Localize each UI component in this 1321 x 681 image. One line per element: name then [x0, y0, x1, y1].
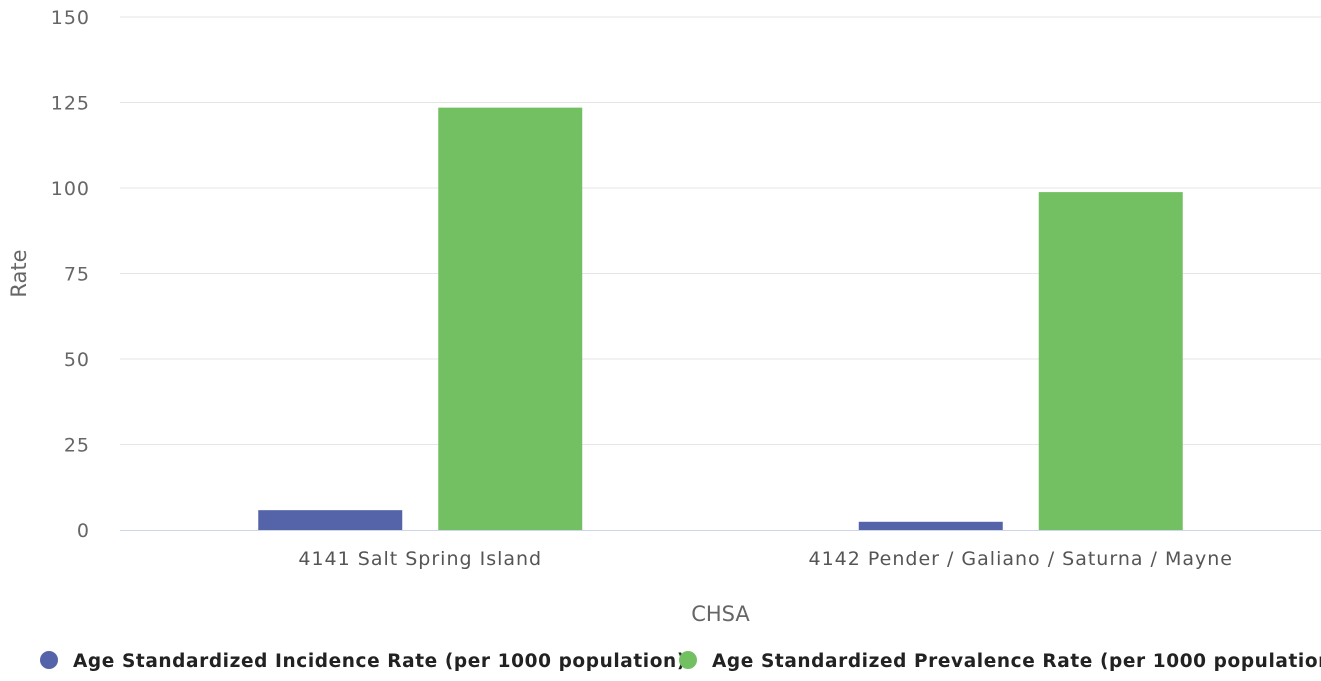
legend-symbol: [40, 651, 58, 669]
x-category-label: 4142 Pender / Galiano / Saturna / Mayne: [808, 548, 1233, 570]
y-axis-title: Rate: [7, 249, 31, 297]
y-tick-label: 125: [51, 93, 90, 115]
legend-item-prevalence[interactable]: Age Standardized Prevalence Rate (per 10…: [679, 651, 1321, 672]
legend: Age Standardized Incidence Rate (per 100…: [40, 651, 1321, 672]
bars: [258, 107, 1183, 530]
legend-label: Age Standardized Incidence Rate (per 100…: [73, 651, 686, 672]
y-tick-label: 50: [64, 349, 90, 371]
bar-prevalence-1[interactable]: [1038, 192, 1183, 530]
bar-incidence-0[interactable]: [258, 510, 403, 530]
legend-item-incidence[interactable]: Age Standardized Incidence Rate (per 100…: [40, 651, 686, 672]
bar-incidence-1[interactable]: [858, 521, 1003, 530]
legend-label: Age Standardized Prevalence Rate (per 10…: [712, 651, 1321, 672]
y-axis-ticks: 0 25 50 75 100 125 150: [51, 7, 90, 542]
y-tick-label: 75: [64, 264, 90, 286]
x-axis-categories: 4141 Salt Spring Island 4142 Pender / Gal…: [298, 548, 1233, 570]
x-category-label: 4141 Salt Spring Island: [298, 548, 542, 570]
y-tick-label: 150: [51, 7, 90, 29]
bar-prevalence-0[interactable]: [438, 107, 583, 530]
y-tick-label: 0: [77, 520, 90, 542]
x-axis-title: CHSA: [691, 602, 750, 626]
y-tick-label: 100: [51, 178, 90, 200]
y-tick-label: 25: [64, 435, 90, 457]
legend-symbol: [679, 651, 697, 669]
